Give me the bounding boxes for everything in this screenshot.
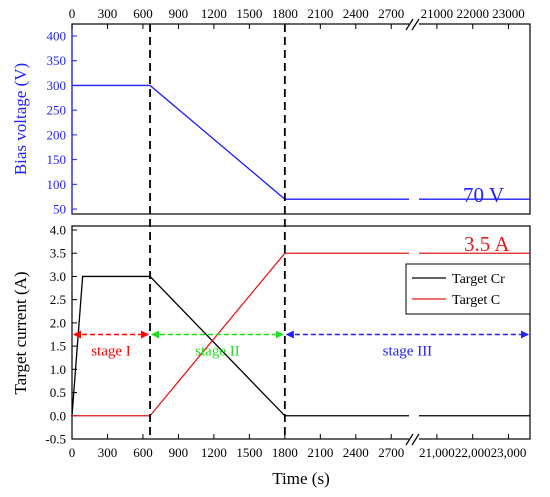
current-annotation: 3.5 A [464, 232, 510, 256]
bottom-y-tick-label: 4.0 [50, 223, 66, 238]
stage-boundaries [149, 24, 286, 439]
top-x-tick-label: 0 [69, 6, 76, 21]
x-axis-title: Time (s) [272, 469, 329, 488]
top-x-tick-label: 600 [133, 6, 153, 21]
bottom-y-tick-label: 1.5 [50, 339, 66, 354]
top-y-axis-title: Bias voltage (V) [11, 63, 30, 175]
bottom-y-tick-label: 2.0 [50, 315, 66, 330]
top-x-tick-label: 23000 [492, 6, 525, 21]
top-y-tick-label: 250 [47, 103, 67, 118]
bottom-y-tick-label: 1.0 [50, 362, 66, 377]
bottom-y-tick-label: 0.5 [50, 385, 66, 400]
bias-voltage-line-segment-a [72, 84, 409, 200]
voltage-annotation: 70 V [463, 183, 504, 207]
top-panel-frame [71, 23, 531, 215]
top-y-tick-label: 300 [47, 78, 67, 93]
bottom-x-tick-label: 2700 [378, 445, 404, 460]
bottom-y-tick-label: 2.5 [50, 292, 66, 307]
bottom-x-tick-label: 2400 [343, 445, 369, 460]
axis-break-bottom [405, 433, 420, 446]
top-x-tick-label: 2400 [343, 6, 369, 21]
legend-box [405, 263, 531, 315]
stage-label: stage I [91, 344, 131, 360]
axis-break-top [405, 18, 420, 31]
top-x-tick-label: 2100 [307, 6, 333, 21]
stage-arrows: stage I stage II stage III [73, 330, 529, 360]
bottom-y-tick-label: 0.0 [50, 408, 66, 423]
bottom-x-tick-label: 23,000 [491, 445, 527, 460]
bottom-x-tick-label: 300 [98, 445, 118, 460]
bottom-y-tick-label: -0.5 [45, 432, 66, 447]
top-x-tick-label: 1800 [272, 6, 298, 21]
top-x-tick-label: 1200 [201, 6, 227, 21]
top-x-tick-label: 2700 [378, 6, 404, 21]
top-y-tick-label: 350 [47, 53, 67, 68]
stage-label: stage III [383, 344, 433, 360]
series-group [71, 84, 530, 417]
axis-ticks: 0 300 600 900 1200 1500 1800 2100 2400 2700 21000 2… [45, 6, 526, 460]
top-x-tick-label: 900 [169, 6, 189, 21]
top-x-tick-label: 1500 [236, 6, 262, 21]
top-x-tick-label: 21000 [421, 6, 454, 21]
top-y-tick-label: 400 [47, 29, 67, 44]
top-y-tick-label: 200 [47, 127, 67, 142]
bottom-panel-frame [71, 225, 531, 440]
bottom-y-tick-label: 3.0 [50, 269, 66, 284]
bottom-x-tick-label: 900 [169, 445, 189, 460]
bottom-x-tick-label: 600 [133, 445, 153, 460]
bottom-x-tick-label: 21,000 [419, 445, 455, 460]
bottom-x-tick-label: 22,000 [455, 445, 491, 460]
top-y-tick-label: 150 [47, 152, 67, 167]
bottom-y-axis-title: Target current (A) [11, 271, 30, 394]
top-y-tick-label: 100 [47, 177, 67, 192]
top-x-tick-label: 22000 [456, 6, 489, 21]
top-x-tick-label: 300 [98, 6, 118, 21]
legend: Target Cr Target C [405, 263, 531, 315]
legend-label-cr: Target Cr [452, 272, 505, 287]
bottom-x-tick-label: 0 [69, 445, 76, 460]
bottom-x-tick-label: 1200 [201, 445, 227, 460]
bottom-y-tick-label: 3.5 [50, 246, 66, 261]
bottom-x-tick-label: 2100 [307, 445, 333, 460]
bottom-x-tick-label: 1500 [236, 445, 262, 460]
bottom-x-tick-label: 1800 [272, 445, 298, 460]
stage-label: stage II [195, 344, 240, 360]
top-y-tick-label: 50 [53, 202, 66, 217]
legend-label-c: Target C [452, 293, 500, 308]
